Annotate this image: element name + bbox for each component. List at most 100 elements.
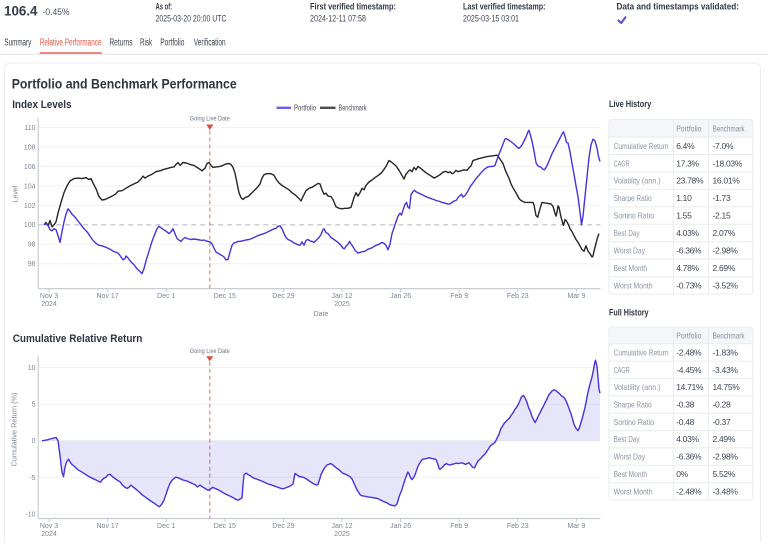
- svg-text:Nov 17: Nov 17: [97, 523, 119, 530]
- svg-text:Dec 15: Dec 15: [214, 523, 236, 530]
- svg-text:96: 96: [28, 261, 36, 268]
- svg-text:Best Month: Best Month: [614, 263, 648, 273]
- svg-text:Jan 12: Jan 12: [331, 293, 352, 300]
- svg-text:14.75%: 14.75%: [713, 382, 741, 392]
- svg-text:Volatility (ann.): Volatility (ann.): [614, 176, 661, 186]
- svg-text:Nov 3: Nov 3: [40, 523, 58, 530]
- svg-text:Worst Month: Worst Month: [614, 486, 653, 496]
- svg-text:Benchmark: Benchmark: [713, 123, 746, 133]
- svg-text:-2.48%: -2.48%: [676, 347, 702, 357]
- svg-text:-5: -5: [29, 475, 35, 482]
- svg-text:Portfolio: Portfolio: [294, 104, 316, 113]
- svg-text:Data and timestamps validated:: Data and timestamps validated:: [617, 2, 740, 13]
- svg-text:First verified timestamp:: First verified timestamp:: [310, 2, 396, 13]
- svg-text:CAGR: CAGR: [614, 158, 630, 168]
- svg-text:Feb 9: Feb 9: [450, 293, 468, 300]
- svg-text:-2.98%: -2.98%: [713, 452, 739, 462]
- svg-text:2024: 2024: [41, 301, 57, 308]
- svg-text:Best Day: Best Day: [614, 228, 641, 238]
- svg-text:2.49%: 2.49%: [713, 434, 736, 444]
- svg-text:Going Live Date: Going Live Date: [190, 115, 230, 122]
- svg-text:-3.52%: -3.52%: [713, 280, 739, 290]
- svg-text:2025: 2025: [334, 531, 350, 538]
- svg-text:-0.45%: -0.45%: [43, 7, 70, 18]
- svg-text:Worst Month: Worst Month: [614, 280, 653, 290]
- svg-text:-18.03%: -18.03%: [713, 158, 743, 168]
- svg-text:-2.48%: -2.48%: [676, 486, 702, 496]
- svg-text:-10: -10: [25, 512, 35, 519]
- svg-text:2.69%: 2.69%: [713, 263, 736, 273]
- svg-text:Mar 9: Mar 9: [567, 293, 585, 300]
- svg-text:104: 104: [24, 183, 36, 190]
- svg-text:1.55: 1.55: [676, 211, 692, 221]
- svg-text:As of:: As of:: [156, 2, 173, 13]
- svg-text:2025: 2025: [334, 301, 350, 308]
- svg-text:Sharpe Ratio: Sharpe Ratio: [614, 193, 652, 203]
- svg-text:Feb 23: Feb 23: [507, 293, 529, 300]
- svg-text:110: 110: [24, 125, 35, 132]
- svg-text:Cumulative Return (%): Cumulative Return (%): [12, 393, 19, 467]
- svg-text:Cumulative Relative Return: Cumulative Relative Return: [13, 333, 143, 345]
- svg-text:4.03%: 4.03%: [676, 434, 699, 444]
- svg-text:106.4: 106.4: [4, 2, 38, 18]
- svg-text:10: 10: [28, 365, 36, 372]
- svg-text:Returns: Returns: [109, 38, 132, 49]
- svg-text:17.3%: 17.3%: [676, 158, 699, 168]
- svg-text:-2.15: -2.15: [713, 211, 731, 221]
- svg-text:CAGR: CAGR: [614, 365, 630, 375]
- svg-text:2024: 2024: [41, 531, 57, 538]
- svg-text:Worst Day: Worst Day: [614, 452, 646, 462]
- svg-text:Portfolio: Portfolio: [676, 330, 702, 340]
- svg-text:Portfolio: Portfolio: [676, 123, 702, 133]
- svg-text:Live History: Live History: [609, 99, 652, 110]
- svg-text:108: 108: [24, 144, 36, 151]
- svg-text:106: 106: [24, 164, 36, 171]
- svg-text:Benchmark: Benchmark: [339, 104, 368, 113]
- svg-text:Jan 12: Jan 12: [331, 523, 352, 530]
- svg-text:-0.28: -0.28: [713, 400, 731, 410]
- svg-text:14.71%: 14.71%: [676, 382, 704, 392]
- svg-text:6.4%: 6.4%: [676, 141, 695, 151]
- svg-text:Dec 1: Dec 1: [157, 293, 175, 300]
- svg-text:Nov 3: Nov 3: [40, 293, 58, 300]
- svg-text:Worst Day: Worst Day: [614, 246, 646, 256]
- svg-text:Cumulative Return: Cumulative Return: [614, 141, 669, 151]
- svg-text:0: 0: [32, 438, 36, 445]
- svg-text:-2.98%: -2.98%: [713, 246, 739, 256]
- svg-text:Sortino Ratio: Sortino Ratio: [614, 417, 655, 427]
- svg-text:Cumulative Return: Cumulative Return: [614, 347, 669, 357]
- svg-text:16.01%: 16.01%: [713, 176, 741, 186]
- svg-text:Feb 9: Feb 9: [450, 523, 468, 530]
- svg-text:-4.45%: -4.45%: [676, 365, 702, 375]
- svg-text:Going Live Date: Going Live Date: [190, 348, 230, 355]
- svg-text:Jan 26: Jan 26: [390, 293, 411, 300]
- svg-text:Volatility (ann.): Volatility (ann.): [614, 382, 661, 392]
- svg-text:Dec 15: Dec 15: [214, 293, 236, 300]
- svg-text:23.78%: 23.78%: [676, 176, 704, 186]
- svg-text:2024-12-11 07:58: 2024-12-11 07:58: [310, 13, 366, 24]
- svg-text:-0.38: -0.38: [676, 400, 694, 410]
- svg-text:4.78%: 4.78%: [676, 263, 699, 273]
- svg-text:Benchmark: Benchmark: [713, 330, 746, 340]
- svg-text:Nov 17: Nov 17: [97, 293, 119, 300]
- svg-text:-1.73: -1.73: [713, 193, 731, 203]
- svg-text:Best Day: Best Day: [614, 434, 641, 444]
- svg-text:4.03%: 4.03%: [676, 228, 699, 238]
- svg-text:Index Levels: Index Levels: [12, 99, 71, 111]
- svg-text:Dec 29: Dec 29: [272, 523, 294, 530]
- svg-text:-3.43%: -3.43%: [713, 365, 739, 375]
- svg-text:Last verified timestamp:: Last verified timestamp:: [463, 2, 546, 13]
- svg-text:102: 102: [24, 203, 36, 210]
- svg-text:5.52%: 5.52%: [713, 469, 736, 479]
- svg-text:0%: 0%: [676, 469, 688, 479]
- svg-text:Relative Performance: Relative Performance: [40, 38, 102, 49]
- svg-text:Level: Level: [13, 185, 20, 202]
- svg-text:Risk: Risk: [140, 38, 153, 49]
- svg-text:Summary: Summary: [4, 38, 31, 49]
- svg-text:-3.48%: -3.48%: [713, 486, 739, 496]
- svg-text:Portfolio: Portfolio: [160, 38, 184, 49]
- svg-text:-0.37: -0.37: [713, 417, 731, 427]
- svg-text:98: 98: [28, 242, 36, 249]
- svg-text:-6.36%: -6.36%: [676, 452, 702, 462]
- svg-text:-0.73%: -0.73%: [676, 280, 702, 290]
